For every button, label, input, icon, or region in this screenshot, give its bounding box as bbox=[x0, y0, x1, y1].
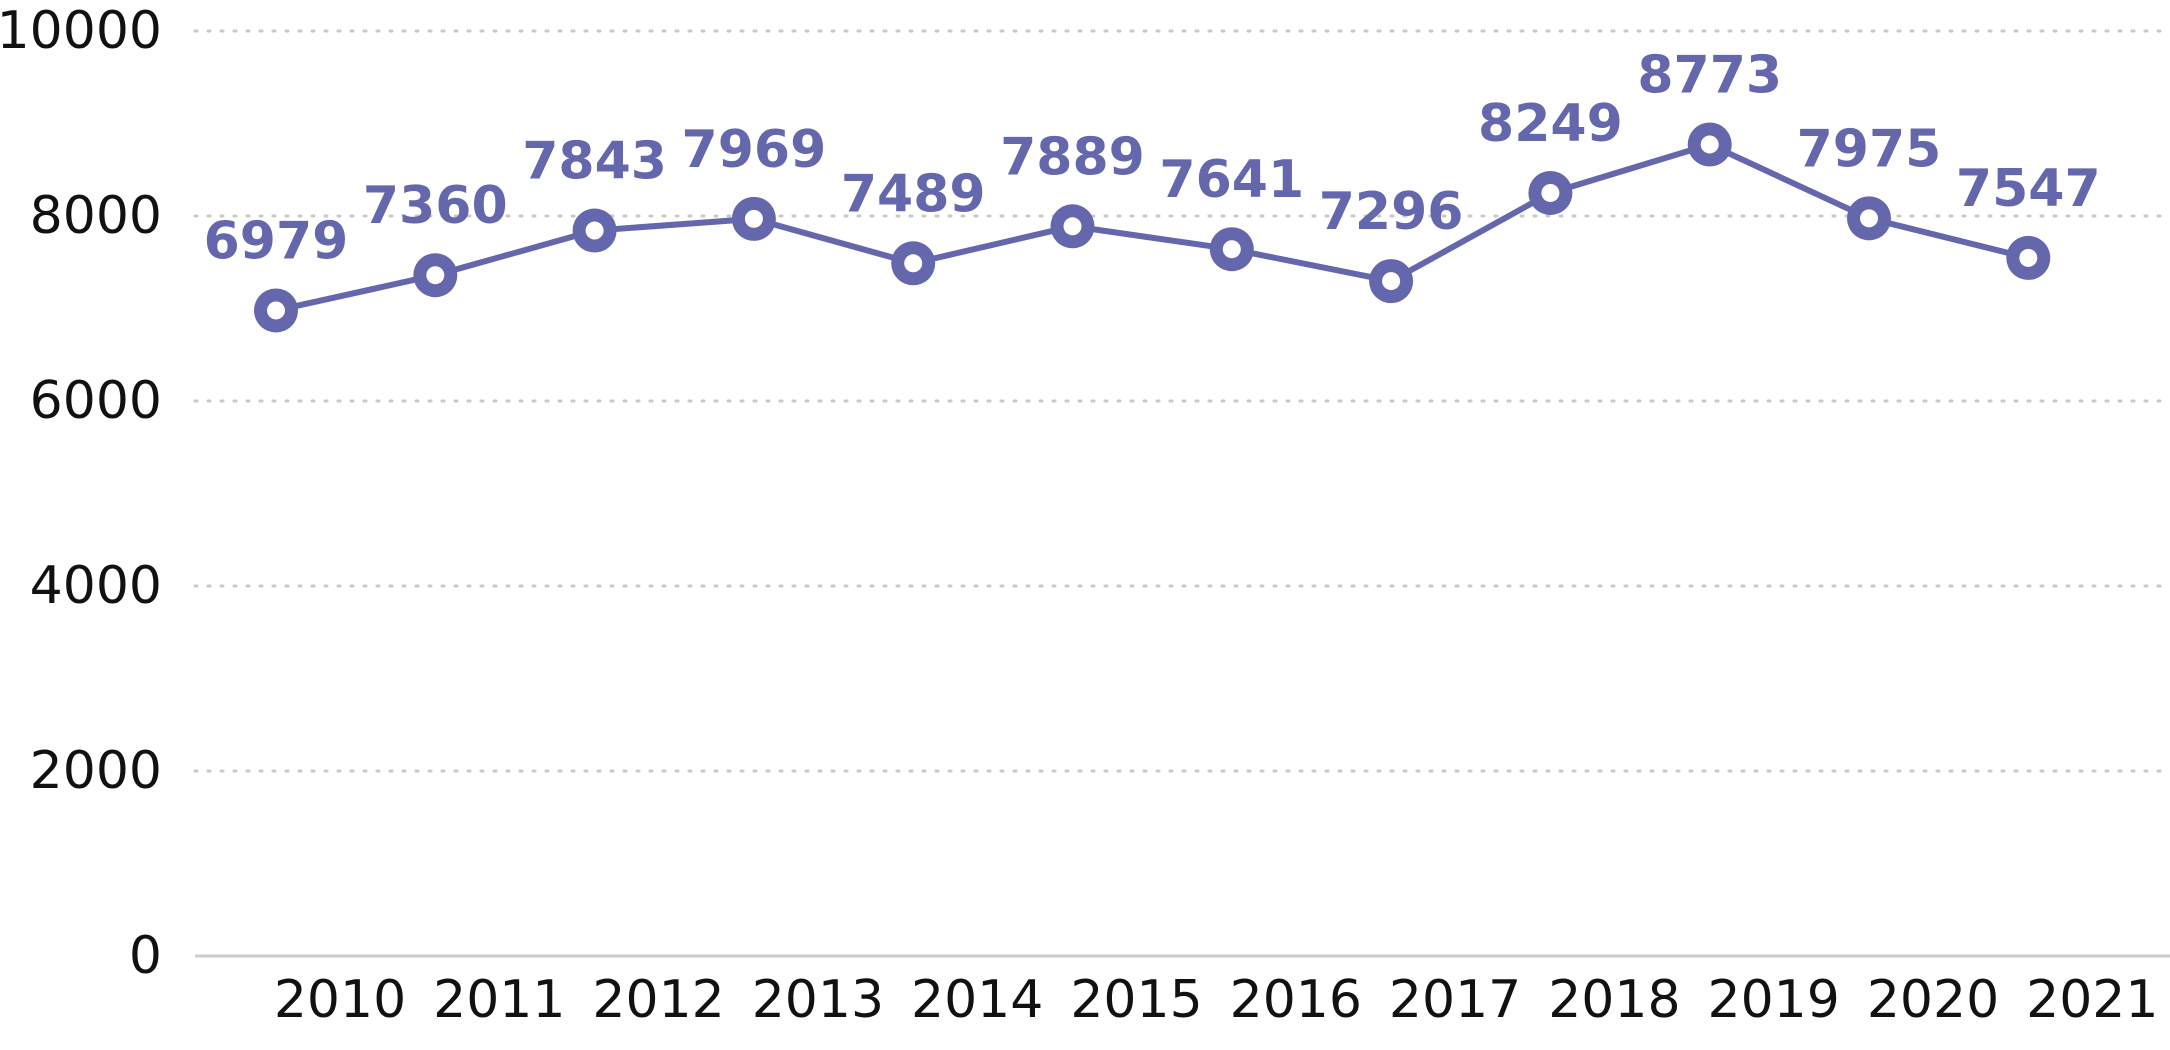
data-label: 6979 bbox=[204, 211, 349, 271]
data-label: 8249 bbox=[1478, 94, 1623, 154]
data-point-center bbox=[585, 221, 604, 240]
data-point-center bbox=[1063, 217, 1082, 236]
x-tick-label: 2018 bbox=[1548, 970, 1680, 1030]
x-tick-label: 2017 bbox=[1389, 970, 1521, 1030]
data-label: 8773 bbox=[1637, 45, 1782, 105]
y-tick-label: 8000 bbox=[30, 186, 162, 246]
x-tick-label: 2011 bbox=[433, 970, 565, 1030]
y-axis: 0 2000 4000 6000 8000 10000 bbox=[0, 1, 162, 986]
data-point-center bbox=[1541, 183, 1560, 202]
x-tick-label: 2014 bbox=[911, 970, 1043, 1030]
data-point-center bbox=[426, 266, 445, 285]
data-label: 7889 bbox=[1000, 127, 1145, 187]
gridlines bbox=[193, 29, 2170, 958]
data-label: 7641 bbox=[1159, 150, 1304, 210]
data-point-center bbox=[2019, 248, 2038, 267]
data-point-center bbox=[1222, 240, 1241, 259]
data-label: 7296 bbox=[1319, 182, 1464, 242]
y-tick-label: 6000 bbox=[30, 371, 162, 431]
x-tick-label: 2015 bbox=[1070, 970, 1202, 1030]
x-tick-label: 2020 bbox=[1867, 970, 1999, 1030]
x-axis: 2010 2011 2012 2013 2014 2015 2016 2017 2018 2019… bbox=[274, 970, 2159, 1030]
x-tick-label: 2021 bbox=[2026, 970, 2158, 1030]
y-tick-label: 4000 bbox=[30, 556, 162, 616]
data-label: 7843 bbox=[522, 132, 667, 192]
data-point-center bbox=[1860, 209, 1878, 228]
x-tick-label: 2016 bbox=[1230, 970, 1362, 1030]
y-tick-label: 0 bbox=[129, 926, 162, 986]
data-label: 7489 bbox=[841, 164, 986, 224]
x-tick-label: 2012 bbox=[592, 970, 724, 1030]
x-tick-label: 2013 bbox=[752, 970, 884, 1030]
series-line bbox=[275, 141, 2030, 314]
series bbox=[254, 122, 2051, 333]
x-tick-label: 2019 bbox=[1708, 970, 1840, 1030]
data-label: 7547 bbox=[1956, 159, 2101, 219]
data-label: 7360 bbox=[363, 176, 508, 236]
data-point-center bbox=[744, 209, 763, 228]
data-point-center bbox=[904, 254, 923, 273]
y-tick-label: 2000 bbox=[30, 741, 162, 801]
data-point-center bbox=[1700, 135, 1719, 154]
y-tick-label: 10000 bbox=[0, 1, 162, 61]
data-label: 7969 bbox=[682, 120, 827, 180]
data-label: 7975 bbox=[1797, 119, 1942, 179]
data-point-center bbox=[1382, 272, 1401, 291]
data-point-center bbox=[267, 301, 285, 320]
x-tick-label: 2010 bbox=[274, 970, 406, 1030]
